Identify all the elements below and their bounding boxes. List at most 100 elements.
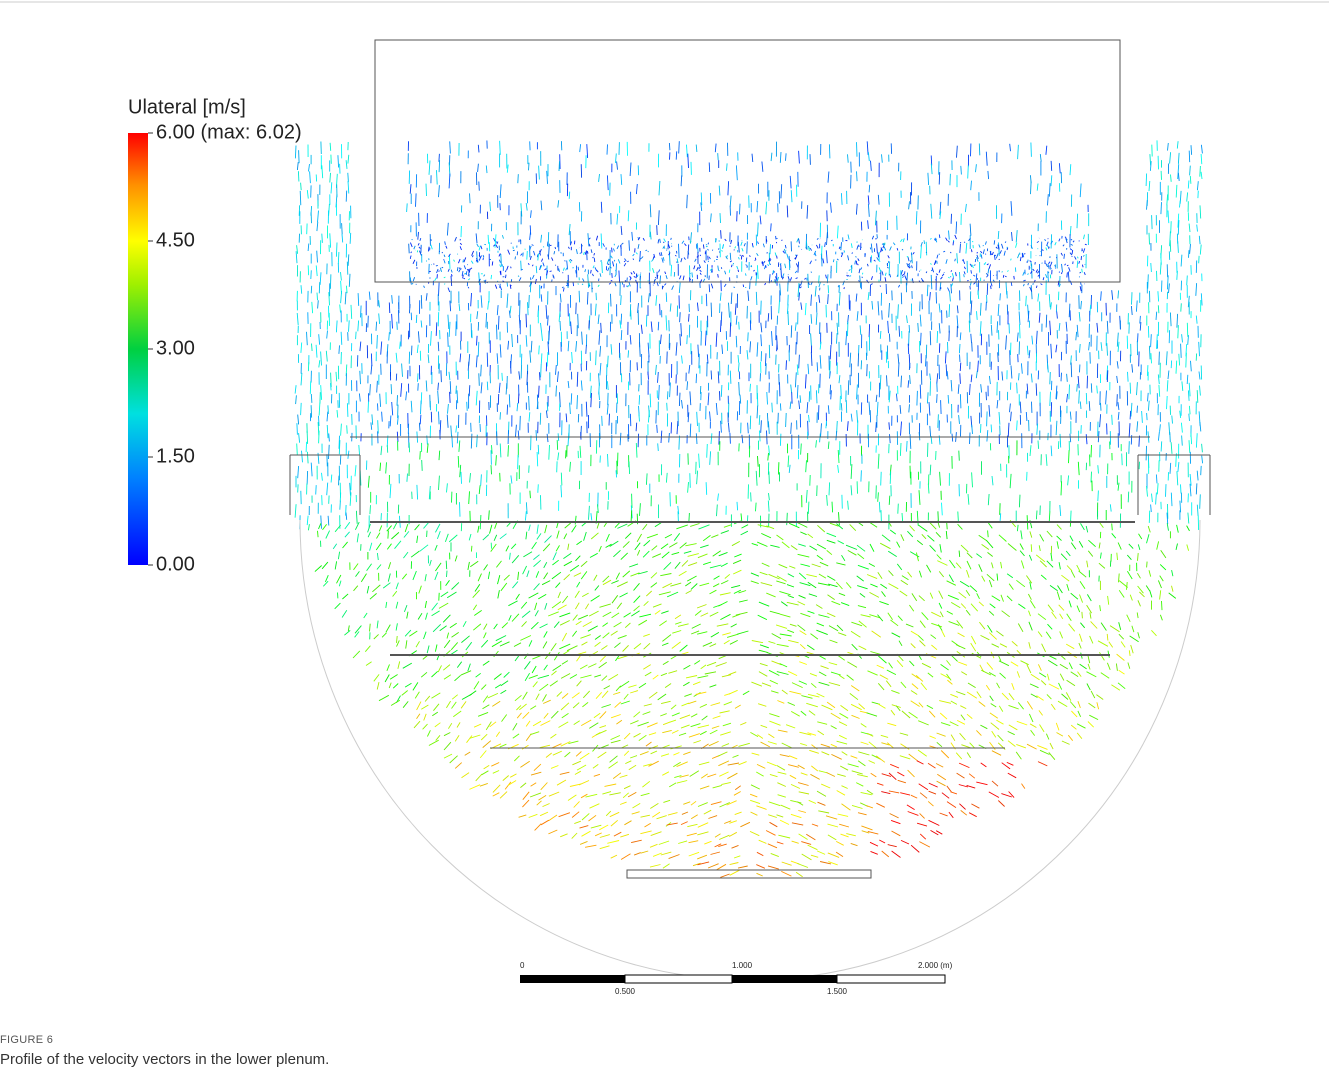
- vector: [725, 271, 726, 275]
- vector: [781, 871, 791, 876]
- vector: [988, 530, 989, 537]
- vector: [572, 693, 580, 699]
- vector: [1080, 272, 1081, 273]
- vector: [563, 288, 564, 292]
- vector: [562, 596, 567, 603]
- vector: [479, 485, 480, 494]
- vector: [882, 535, 890, 542]
- vector: [556, 386, 557, 397]
- vector: [928, 763, 936, 768]
- vector: [422, 460, 423, 471]
- vector: [453, 711, 461, 717]
- vector: [958, 524, 963, 529]
- vector: [992, 731, 996, 737]
- vector: [1152, 215, 1153, 229]
- vector: [1071, 363, 1072, 378]
- vector: [607, 841, 619, 844]
- vector: [602, 691, 608, 698]
- vector: [310, 171, 311, 183]
- vector: [710, 644, 717, 647]
- vector: [596, 236, 597, 241]
- vector: [663, 722, 670, 725]
- vector: [826, 275, 827, 279]
- vector: [641, 815, 650, 817]
- vector: [997, 683, 1000, 688]
- vector: [876, 803, 884, 807]
- vector: [306, 442, 307, 452]
- vector: [1099, 652, 1104, 660]
- vector: [735, 705, 741, 708]
- vector: [688, 482, 689, 493]
- vector: [497, 305, 498, 315]
- vector: [331, 383, 332, 390]
- vector: [1131, 645, 1134, 653]
- vector: [1197, 225, 1198, 232]
- vector: [818, 811, 829, 813]
- vector: [541, 721, 551, 726]
- vector: [445, 534, 448, 542]
- vector: [601, 234, 602, 249]
- vector: [780, 152, 781, 163]
- vector: [999, 661, 1009, 666]
- vector: [737, 502, 738, 510]
- vector: [444, 675, 451, 680]
- vector: [851, 843, 858, 845]
- vector: [297, 313, 298, 325]
- vector: [1182, 436, 1183, 446]
- vector: [1107, 634, 1108, 641]
- vector: [464, 265, 465, 269]
- vector: [768, 313, 769, 321]
- vector: [1083, 255, 1084, 256]
- vector: [388, 574, 390, 582]
- vector: [1077, 724, 1085, 728]
- vector: [514, 643, 521, 647]
- vector: [795, 322, 796, 330]
- vector: [971, 270, 972, 273]
- vector: [738, 866, 748, 868]
- vector: [1038, 762, 1047, 766]
- vector: [438, 342, 439, 351]
- vector: [766, 831, 775, 836]
- vector: [1057, 733, 1063, 737]
- vector: [1151, 505, 1152, 513]
- vector: [521, 269, 523, 270]
- vector: [939, 304, 940, 313]
- vector: [661, 611, 668, 614]
- vector: [718, 371, 719, 383]
- vector: [565, 752, 571, 757]
- vector: [696, 433, 697, 444]
- vector: [572, 525, 577, 532]
- vector: [307, 332, 308, 345]
- vector: [801, 711, 806, 715]
- vector: [1087, 672, 1097, 677]
- vector: [736, 165, 737, 180]
- vector: [992, 563, 994, 569]
- vector: [757, 406, 758, 419]
- vector: [641, 851, 649, 853]
- vector: [534, 251, 535, 255]
- vector: [510, 553, 511, 560]
- vector: [942, 274, 944, 276]
- vector: [831, 390, 832, 399]
- vector: [553, 665, 562, 671]
- vector: [877, 402, 878, 416]
- vector: [872, 631, 881, 637]
- vector: [1089, 703, 1096, 708]
- vector: [416, 315, 417, 323]
- vector: [529, 396, 530, 410]
- vector: [691, 584, 697, 590]
- vector: [999, 412, 1000, 425]
- vector: [620, 681, 629, 687]
- vector: [805, 278, 806, 280]
- vector: [1070, 434, 1071, 443]
- vector: [1031, 674, 1040, 680]
- vector: [1006, 335, 1007, 349]
- vector: [649, 761, 659, 766]
- vector: [828, 835, 836, 840]
- vector: [830, 385, 831, 395]
- vector: [901, 376, 902, 388]
- vector: [909, 605, 913, 611]
- vector: [379, 300, 380, 307]
- vector: [449, 535, 457, 542]
- vector: [999, 259, 1000, 260]
